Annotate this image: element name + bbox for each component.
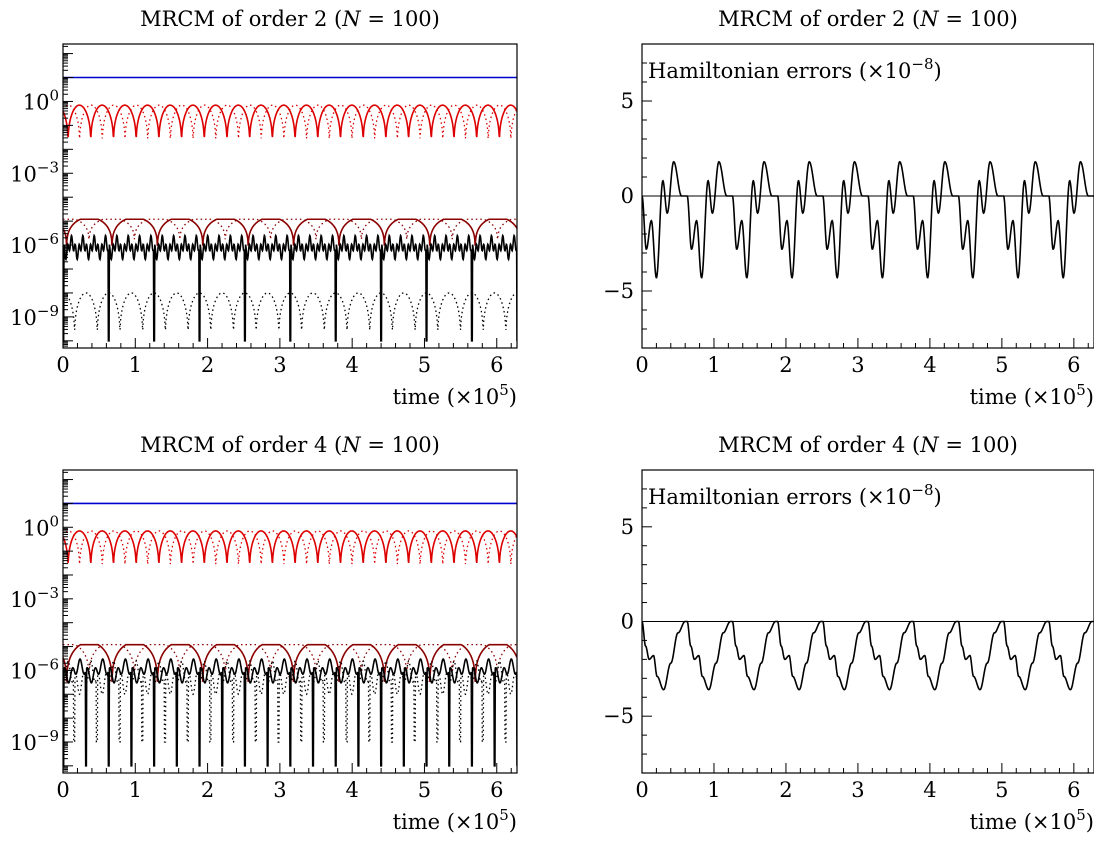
x-tick-label: 6 bbox=[1067, 778, 1080, 802]
x-tick-label: 3 bbox=[273, 778, 286, 802]
x-tick-label: 5 bbox=[995, 778, 1008, 802]
series-line-5 bbox=[63, 218, 517, 240]
x-tick-label: 4 bbox=[923, 778, 936, 802]
y-tick-label: −5 bbox=[603, 279, 634, 303]
panel-annotation: Hamiltonian errors (×10−8​) bbox=[648, 55, 942, 83]
panel-3: MRCM of order 4 (N = 100) 0 1 2 3 4 5 6 time (×1… bbox=[10, 433, 518, 834]
y-tick-label: 10−9​ bbox=[10, 727, 59, 755]
y-tick-label: 10−9​ bbox=[10, 302, 59, 330]
x-tick-label: 0 bbox=[56, 778, 69, 802]
x-tick-label: 5 bbox=[418, 353, 431, 377]
x-axis-label: time (×105​) bbox=[970, 806, 1094, 834]
series-line-6 bbox=[63, 658, 517, 767]
panel-title: MRCM of order 4 (N = 100) bbox=[718, 433, 1018, 457]
x-tick-label: 2 bbox=[779, 353, 792, 377]
y-tick-label: 5 bbox=[621, 515, 634, 539]
series-line-1 bbox=[642, 160, 1094, 279]
x-tick-label: 4 bbox=[345, 778, 358, 802]
x-tick-label: 6 bbox=[490, 778, 503, 802]
series-line-7 bbox=[63, 659, 517, 743]
y-tick-label: 0 bbox=[621, 610, 634, 634]
y-tick-label: 10−3​ bbox=[10, 158, 59, 186]
y-tick-label: 10−6​ bbox=[10, 655, 59, 683]
series-line-6 bbox=[63, 233, 517, 342]
x-tick-label: 2 bbox=[779, 778, 792, 802]
x-axis-label: time (×105​) bbox=[393, 806, 517, 834]
panel-1: MRCM of order 2 (N = 100) 0 1 2 3 4 5 6 time (×1… bbox=[10, 7, 518, 409]
x-tick-label: 6 bbox=[490, 353, 503, 377]
panel-4: MRCM of order 4 (N = 100) 0 1 2 3 4 5 6 time (×1… bbox=[603, 433, 1094, 834]
x-tick-label: 2 bbox=[201, 778, 214, 802]
x-tick-label: 0 bbox=[635, 778, 648, 802]
series-line-5 bbox=[63, 644, 517, 675]
series-line-4 bbox=[63, 218, 517, 246]
panel-title: MRCM of order 2 (N = 100) bbox=[718, 7, 1018, 31]
y-tick-label: 10−6​ bbox=[10, 230, 59, 258]
series-line-7 bbox=[63, 292, 517, 330]
x-tick-label: 4 bbox=[923, 353, 936, 377]
y-tick-label: 100​ bbox=[23, 86, 59, 114]
x-tick-label: 6 bbox=[1067, 353, 1080, 377]
x-tick-label: 1 bbox=[129, 353, 142, 377]
x-axis-label: time (×105​) bbox=[970, 381, 1094, 409]
y-tick-label: −5 bbox=[603, 704, 634, 728]
y-tick-label: 10−3​ bbox=[10, 584, 59, 612]
series-line-1 bbox=[642, 620, 1094, 691]
plot-frame bbox=[62, 43, 518, 349]
x-tick-label: 1 bbox=[707, 353, 720, 377]
panel-title: MRCM of order 2 (N = 100) bbox=[140, 7, 440, 31]
x-tick-label: 2 bbox=[201, 353, 214, 377]
x-axis-label: time (×105​) bbox=[393, 381, 517, 409]
x-tick-label: 1 bbox=[707, 778, 720, 802]
x-tick-label: 3 bbox=[273, 353, 286, 377]
series-line-2 bbox=[63, 530, 517, 563]
panel-2: MRCM of order 2 (N = 100) 0 1 2 3 4 5 6 time (×1… bbox=[603, 7, 1094, 409]
x-tick-label: 3 bbox=[851, 353, 864, 377]
plot-frame bbox=[62, 469, 518, 774]
series-line-3 bbox=[63, 530, 517, 565]
y-tick-label: 100​ bbox=[23, 512, 59, 540]
panel-title: MRCM of order 4 (N = 100) bbox=[140, 433, 440, 457]
x-tick-label: 5 bbox=[418, 778, 431, 802]
x-tick-label: 0 bbox=[56, 353, 69, 377]
x-tick-label: 1 bbox=[129, 778, 142, 802]
x-tick-label: 3 bbox=[851, 778, 864, 802]
y-tick-label: 5 bbox=[621, 89, 634, 113]
x-tick-label: 5 bbox=[995, 353, 1008, 377]
panel-annotation: Hamiltonian errors (×10−8​) bbox=[648, 481, 942, 509]
x-tick-label: 4 bbox=[345, 353, 358, 377]
x-tick-label: 0 bbox=[635, 353, 648, 377]
series-line-2 bbox=[63, 104, 517, 138]
series-line-3 bbox=[63, 104, 517, 139]
y-tick-label: 0 bbox=[621, 184, 634, 208]
